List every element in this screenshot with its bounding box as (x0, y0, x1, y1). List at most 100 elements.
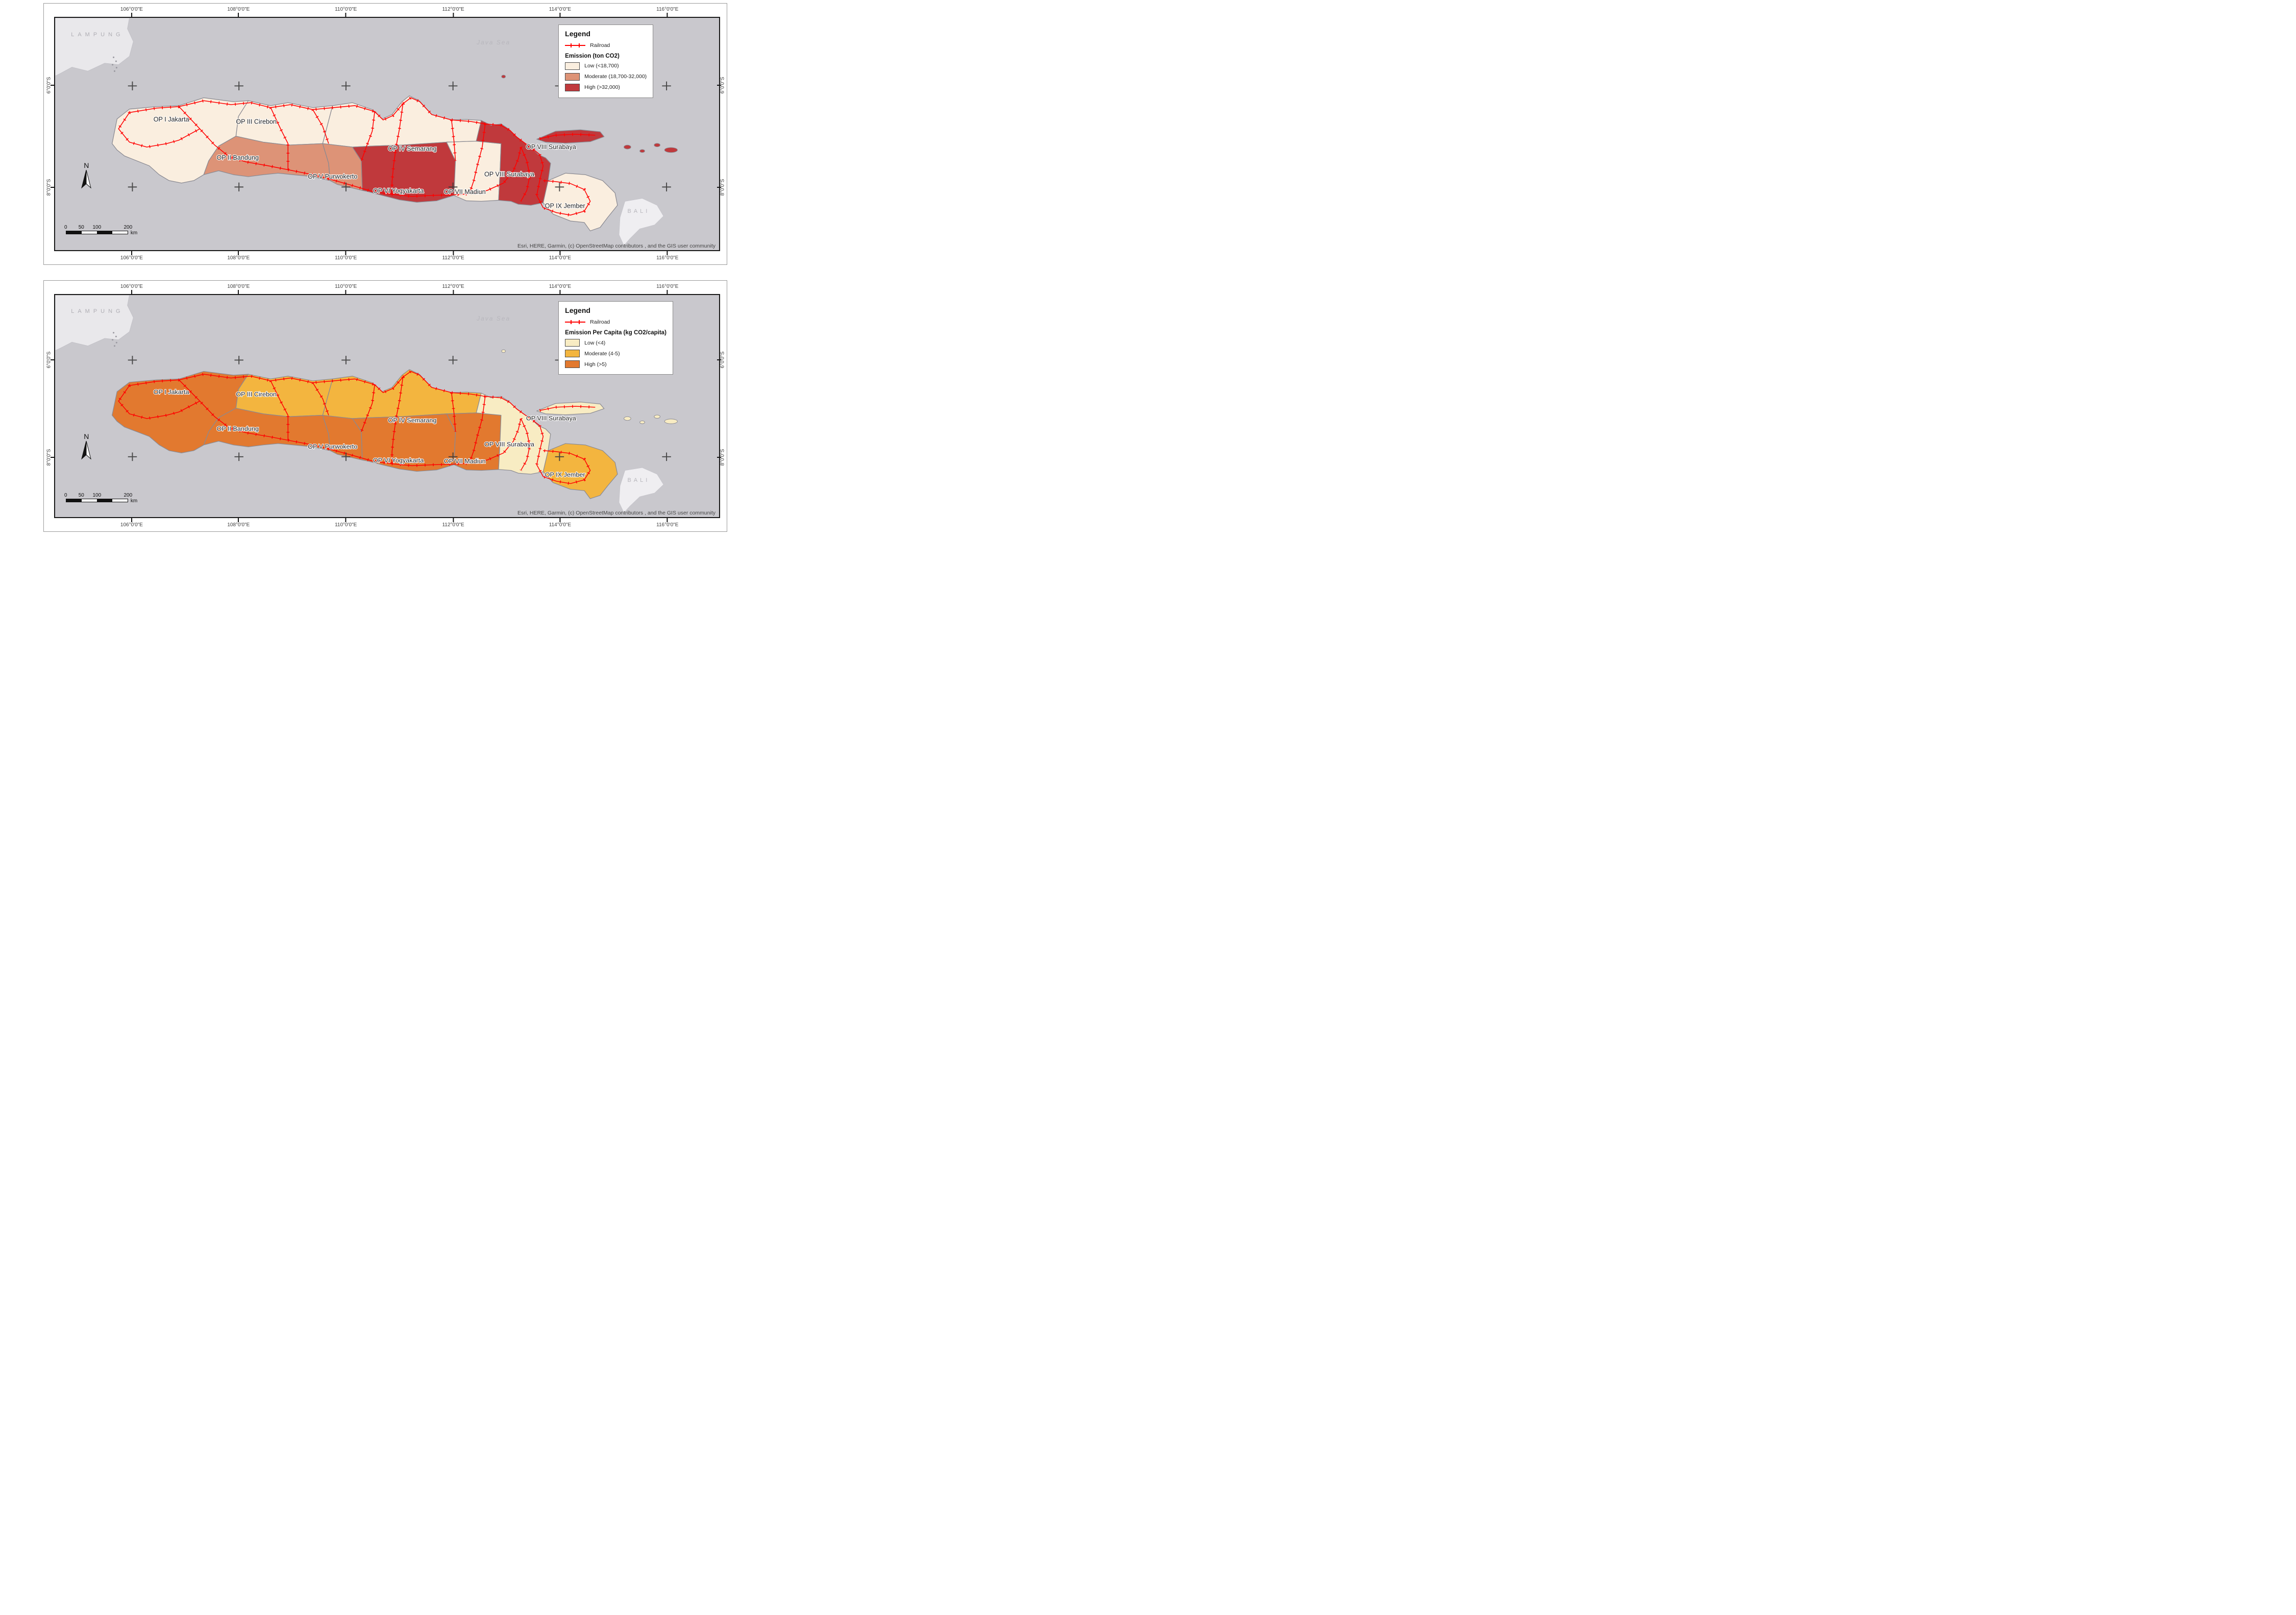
map-report-page: 106°0'0"E 108°0'0"E 110°0'0"E 112°0'0"E 114°… (0, 0, 766, 541)
lon-axis-label: 106°0'0"E (120, 251, 143, 261)
scale-bar-tick-label: 50 (78, 493, 84, 499)
region-label: OP VIII Surabaya (526, 415, 576, 422)
scale-bar: 0 50 100 200 km (64, 493, 138, 504)
lat-axis-tick (51, 187, 55, 188)
map-sheet-emission-per-capita: 106°0'0"E 108°0'0"E 110°0'0"E 112°0'0"E 114°… (43, 280, 727, 532)
scale-bar-unit: km (130, 498, 138, 504)
scale-bar-labels: 0 50 100 200 (64, 493, 132, 499)
railroad-symbol-icon (565, 43, 586, 48)
scale-bar-graphic (65, 499, 128, 503)
legend-class-label: High (>32,000) (584, 84, 620, 91)
region-label: OP III Cirebon (236, 118, 277, 126)
region-bandung (203, 136, 331, 181)
legend-railroad-row: Railroad (565, 42, 647, 48)
north-arrow: N (76, 433, 97, 463)
region-label: OP VIII Surabaya (484, 170, 534, 178)
region-label: OP VIII Surabaya (526, 143, 576, 151)
legend-items: Low (<18,700) Moderate (18,700-32,000) Hig… (565, 62, 647, 91)
map-canvas-emission-total: OP I Jakarta OP III Cirebon OP II Bandung O… (54, 17, 720, 251)
region-label: OP VIII Surabaya (484, 441, 534, 448)
lon-axis-label: 108°0'0"E (227, 518, 250, 528)
lat-axis-tick (51, 359, 55, 360)
map-canvas-emission-per-capita: OP I Jakarta OP III Cirebon OP II Bandung O… (54, 294, 720, 518)
watermark-bali: BALI (627, 208, 650, 215)
legend-box: Legend Railroad Emission (ton CO2) Low (… (558, 24, 654, 98)
region-label: OP VII Madiun (444, 188, 486, 195)
region-label: OP V Purwokerto (308, 443, 357, 450)
watermark-lampung: LAMPUNG (71, 308, 124, 315)
lon-axis-label: 114°0'0"E (549, 518, 571, 528)
lon-axis-label: 110°0'0"E (335, 518, 357, 528)
region-label: OP IV Semarang (388, 417, 436, 424)
lat-axis-tick (51, 456, 55, 458)
lon-axis-label: 114°0'0"E (549, 251, 571, 261)
lat-axis-tick (717, 187, 721, 188)
legend-railroad-row: Railroad (565, 319, 666, 325)
lon-axis-label: 112°0'0"E (442, 7, 464, 17)
legend-section-title: Emission Per Capita (kg CO2/capita) (565, 330, 666, 336)
legend-title: Legend (565, 29, 590, 38)
lon-axis-label: 114°0'0"E (549, 7, 571, 17)
region-surabaya (536, 402, 605, 415)
legend-swatch (565, 360, 580, 369)
north-arrow-icon (81, 169, 92, 189)
lon-axis-label: 106°0'0"E (120, 518, 143, 528)
region-label: OP VI Yogyakarta (373, 187, 424, 194)
lon-axis-label: 108°0'0"E (227, 251, 250, 261)
north-arrow-icon (81, 441, 92, 460)
lon-axis-label: 116°0'0"E (656, 284, 678, 295)
legend-title: Legend (565, 306, 590, 315)
scale-bar: 0 50 100 200 km (64, 224, 138, 236)
legend-box: Legend Railroad Emission Per Capita (kg … (558, 301, 673, 375)
region-label: OP IV Semarang (388, 145, 436, 153)
lon-axis-label: 116°0'0"E (656, 251, 678, 261)
legend-section-title: Emission (ton CO2) (565, 53, 620, 59)
lon-axis-label: 110°0'0"E (335, 284, 357, 295)
lon-axis-label: 110°0'0"E (335, 7, 357, 17)
lon-axis-label: 106°0'0"E (120, 7, 143, 17)
north-arrow-label: N (84, 432, 89, 441)
longitude-axis-top: 106°0'0"E 108°0'0"E 110°0'0"E 112°0'0"E 114°… (54, 4, 720, 17)
legend-class-item: Low (<18,700) (565, 62, 647, 70)
lon-axis-label: 116°0'0"E (656, 518, 678, 528)
legend-class-item: Low (<4) (565, 339, 666, 347)
region-label: OP V Purwokerto (308, 173, 357, 180)
legend-class-item: Moderate (4-5) (565, 350, 666, 358)
scale-bar-tick-label: 50 (78, 224, 84, 230)
watermark-java-sea: Java Sea (477, 315, 511, 323)
legend-items: Low (<4) Moderate (4-5) High (>5) (565, 339, 666, 369)
lon-axis-label: 112°0'0"E (442, 284, 464, 295)
map-sheet-emission-total: 106°0'0"E 108°0'0"E 110°0'0"E 112°0'0"E 114°… (43, 3, 727, 265)
lat-axis-tick (717, 456, 721, 458)
legend-class-label: Low (<4) (584, 339, 606, 346)
lon-axis-label: 108°0'0"E (227, 284, 250, 295)
legend-swatch (565, 62, 580, 70)
scale-bar-graphic (65, 230, 128, 234)
lat-axis-tick (717, 359, 721, 360)
region-label: OP IX Jember (545, 471, 585, 478)
lon-axis-label: 114°0'0"E (549, 284, 571, 295)
lat-axis-tick (51, 85, 55, 86)
region-label: OP III Cirebon (236, 391, 277, 398)
region-surabaya (476, 120, 551, 206)
legend-class-label: Moderate (18,700-32,000) (584, 74, 647, 80)
north-arrow: N (76, 162, 97, 192)
region-label: OP I Jakarta (154, 116, 189, 123)
scale-bar-tick-label: 0 (64, 493, 67, 499)
legend-railroad-label: Railroad (590, 319, 610, 326)
watermark-bali: BALI (627, 477, 650, 483)
watermark-lampung: LAMPUNG (71, 32, 124, 38)
legend-swatch (565, 339, 580, 347)
region-bandung (203, 408, 331, 451)
scale-bar-labels: 0 50 100 200 (64, 224, 132, 231)
scale-bar-unit: km (130, 230, 138, 236)
railroad-symbol-icon (565, 320, 586, 325)
region-label: OP VII Madiun (444, 458, 486, 465)
legend-swatch (565, 72, 580, 81)
legend-swatch (565, 83, 580, 91)
legend-swatch (565, 350, 580, 358)
region-label: OP II Bandung (217, 154, 259, 161)
scale-bar-tick-label: 200 (124, 493, 133, 499)
scale-bar-tick-label: 200 (124, 224, 133, 230)
legend-class-label: Moderate (4-5) (584, 350, 620, 357)
